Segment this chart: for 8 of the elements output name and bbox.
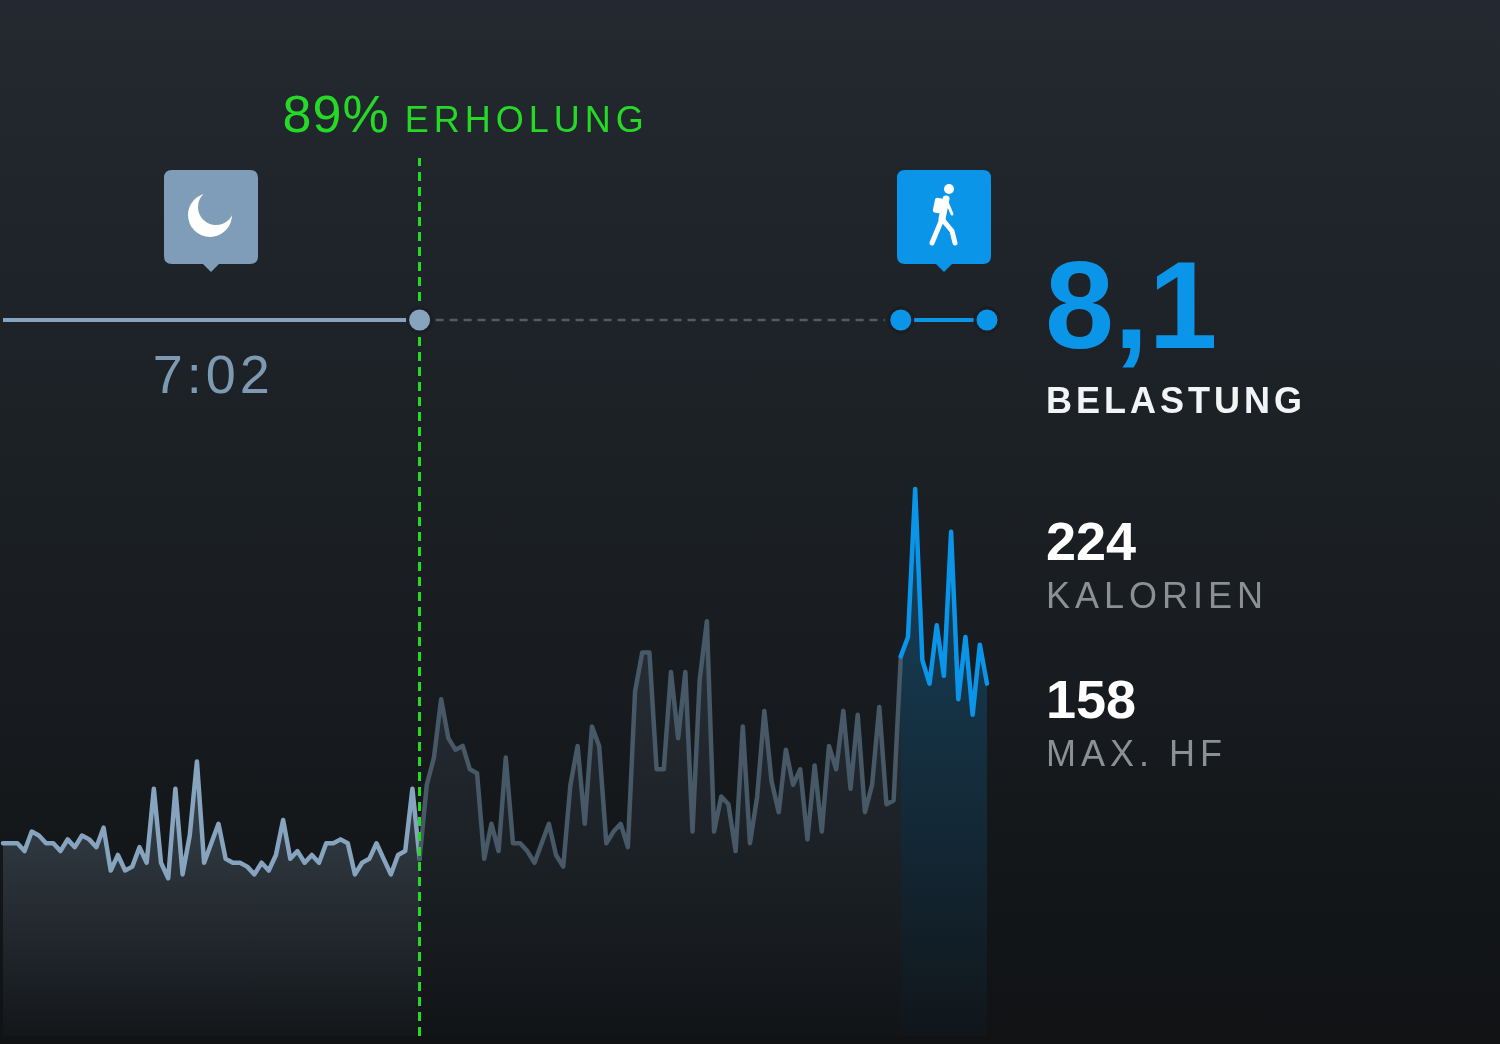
text: BELASTUNG (1046, 380, 1306, 421)
text: MAX. HF (1046, 733, 1228, 774)
text: 89% ERHOLUNG (282, 85, 649, 143)
text: 8,1 (1045, 236, 1218, 374)
text: KALORIEN (1046, 575, 1269, 616)
text: 224 (1046, 511, 1137, 571)
text: 7:02 (152, 344, 274, 404)
text: 158 (1046, 669, 1137, 729)
